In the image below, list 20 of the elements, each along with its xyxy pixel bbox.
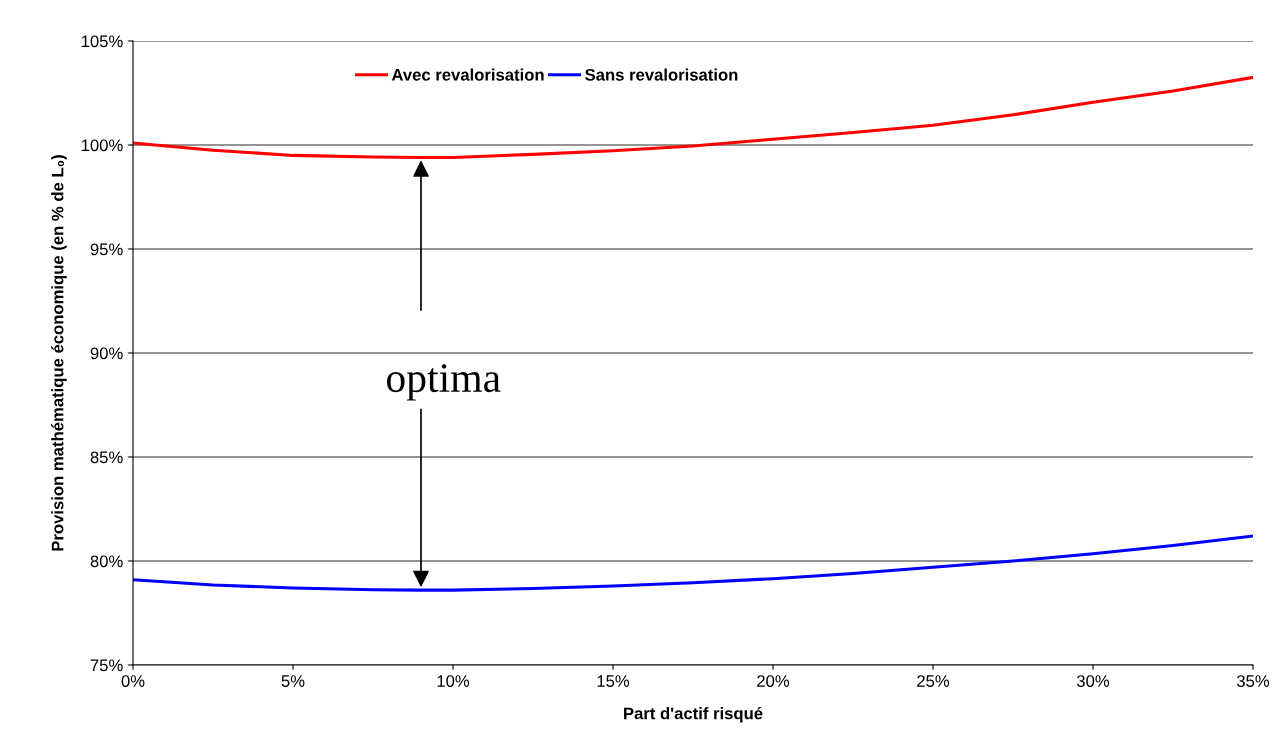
y-tick-label: 105% [81, 35, 123, 48]
x-tick-label: 0% [121, 675, 145, 687]
x-tick-label: 30% [1076, 675, 1110, 687]
legend-label: Avec revalorisation [391, 68, 544, 81]
y-tick-label: 100% [81, 139, 123, 152]
x-tick-label: 10% [437, 675, 470, 687]
x-tick-label: 20% [757, 675, 790, 687]
y-tick-label: 80% [90, 555, 123, 568]
y-tick-label: 95% [90, 243, 123, 256]
x-tick-label: 5% [281, 675, 305, 687]
x-tick-label: 25% [917, 675, 950, 687]
y-tick-label: 75% [90, 659, 123, 672]
annotation: optima [386, 364, 501, 401]
y-tick-label: 85% [90, 451, 123, 464]
x-axis-title: Part d'actif risqué [624, 706, 763, 723]
y-tick-label: 90% [90, 347, 123, 360]
x-tick-label: 15% [597, 675, 630, 687]
y-axis-title: Provision mathématique économique (en % de L₀) [51, 155, 67, 551]
x-tick-label: 35% [1236, 675, 1270, 687]
legend-label: Sans revalorisation [585, 68, 738, 81]
